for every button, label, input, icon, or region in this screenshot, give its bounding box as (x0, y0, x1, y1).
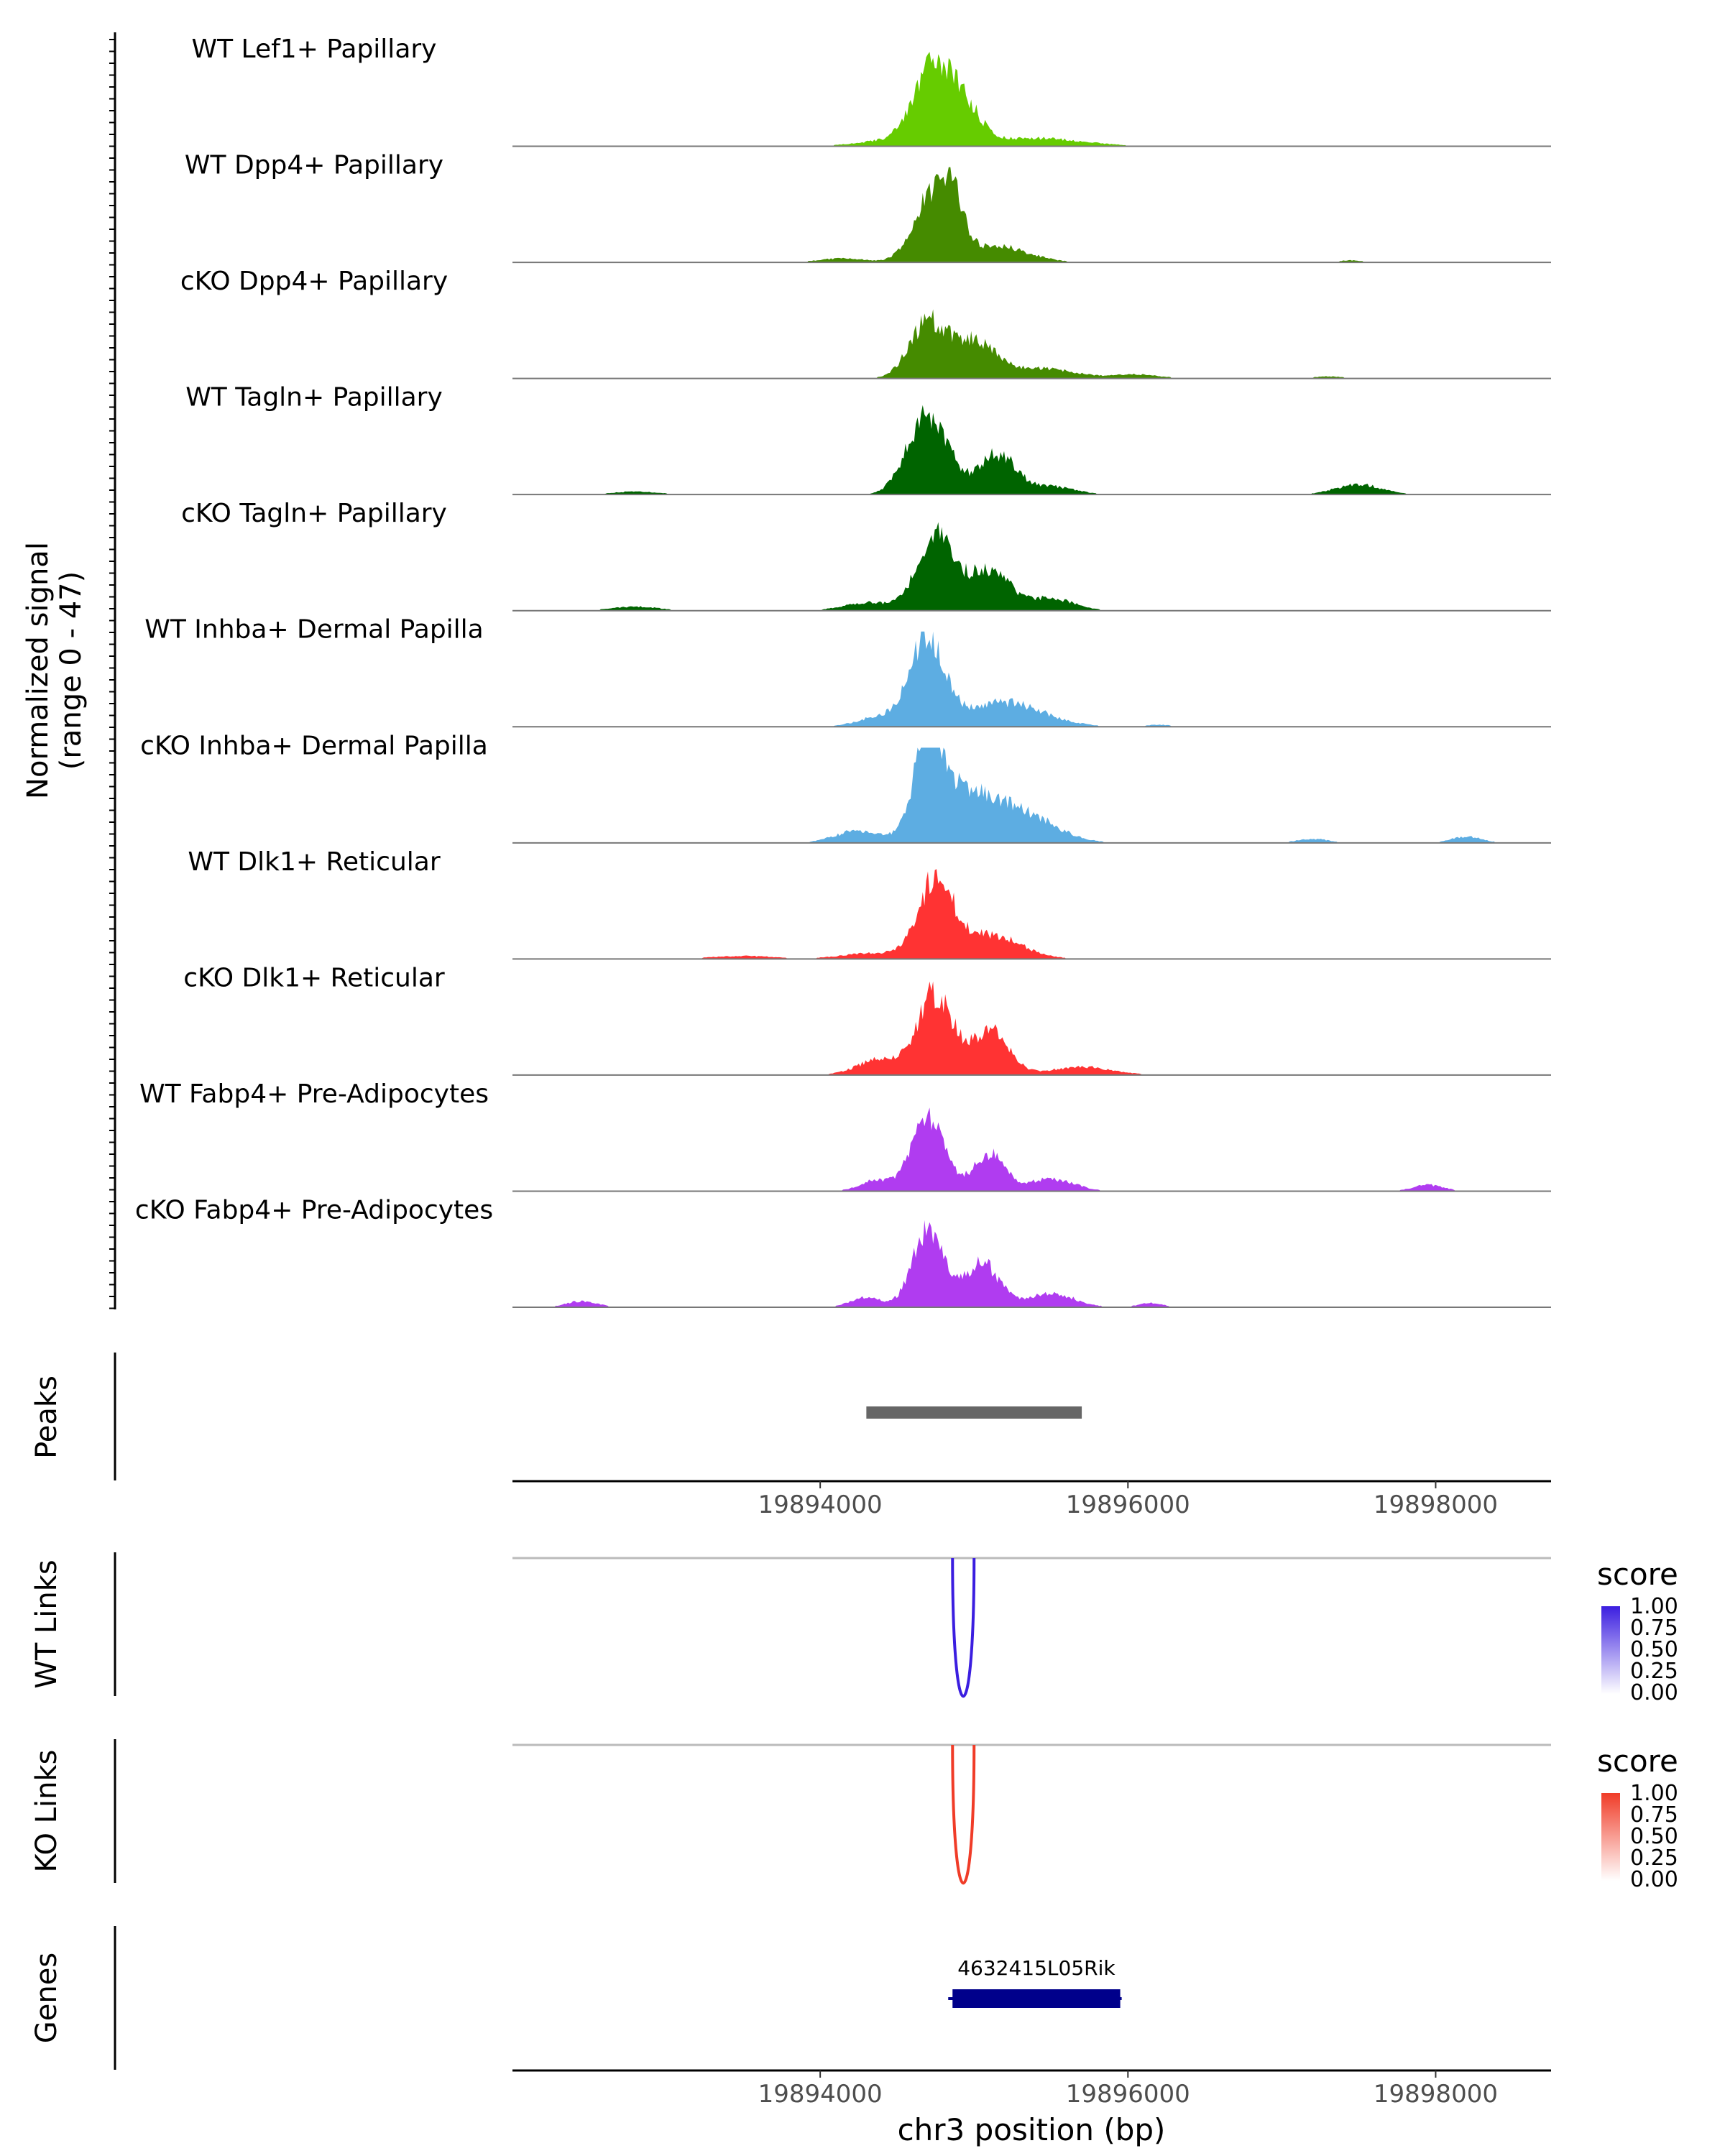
peaks-track (866, 1406, 1082, 1419)
coverage-area (512, 167, 1551, 263)
x-axis-tick-label: 19894000 (758, 2080, 883, 2109)
coverage-area (512, 1220, 1551, 1307)
ko-legend-tick: 1.00 (1630, 1781, 1678, 1806)
wt-legend-tick: 0.00 (1630, 1680, 1678, 1705)
coverage-track-label: WT Lef1+ Papillary (192, 34, 437, 64)
peak-region (866, 1406, 1082, 1419)
coverage-track-label: WT Inhba+ Dermal Papilla (144, 615, 483, 645)
coverage-y-axis (109, 32, 116, 1309)
coverage-track-label: cKO Inhba+ Dermal Papilla (140, 731, 488, 760)
wt-legend-colorbar (1601, 1606, 1620, 1694)
coverage-track-label: WT Dpp4+ Papillary (185, 151, 443, 180)
link-arc (951, 1744, 976, 1885)
wt-links-label: WT Links (30, 1560, 63, 1688)
ko-links-label: KO Links (30, 1750, 63, 1873)
wt-legend-tick: 0.25 (1630, 1659, 1678, 1684)
coverage-tracks: WT Lef1+ Papillary WT Dpp4+ Papillary cKO … (135, 34, 1551, 1308)
link-tracks (512, 1557, 1551, 1885)
coverage-track-label: cKO Fabp4+ Pre-Adipocytes (135, 1195, 493, 1225)
ko-legend-title: score (1597, 1743, 1678, 1779)
ko-legend-tick: 0.50 (1630, 1824, 1678, 1849)
x-axis-tick-label: 19896000 (1066, 1491, 1190, 1519)
coverage-track: cKO Inhba+ Dermal Papilla (140, 731, 1551, 844)
coverage-y-label: Normalized signal (22, 542, 55, 799)
coverage-area (512, 405, 1551, 495)
wt-legend-tick: 0.75 (1630, 1616, 1678, 1641)
coverage-track: WT Lef1+ Papillary (192, 34, 1551, 147)
coverage-area (512, 522, 1551, 611)
coverage-track: cKO Dpp4+ Papillary (180, 267, 1551, 379)
coverage-track-label: WT Dlk1+ Reticular (188, 847, 440, 877)
coverage-track-label: cKO Dlk1+ Reticular (183, 963, 445, 992)
peaks-track-label: Peaks (30, 1376, 63, 1459)
coverage-track: WT Inhba+ Dermal Papilla (144, 615, 1551, 728)
coverage-track-label: cKO Tagln+ Papillary (181, 499, 447, 528)
coverage-y-range-label: (range 0 - 47) (55, 571, 88, 770)
coverage-track-label: cKO Dpp4+ Papillary (180, 267, 448, 296)
gene-name-label: 4632415L05Rik (957, 1956, 1116, 1980)
ko-legend-colorbar (1601, 1793, 1620, 1881)
genes-track: 4632415L05Rik (948, 1956, 1122, 2008)
x-axis-tick-label: 19894000 (758, 1491, 883, 1519)
coverage-area (512, 52, 1551, 147)
coverage-track: cKO Fabp4+ Pre-Adipocytes (135, 1195, 1551, 1308)
x-axis-upper: 19894000 19896000 19898000 (758, 1481, 1498, 1519)
coverage-track: cKO Dlk1+ Reticular (183, 963, 1551, 1076)
coverage-area (512, 631, 1551, 727)
x-axis-tick-label: 19896000 (1066, 2080, 1190, 2109)
coverage-track: WT Fabp4+ Pre-Adipocytes (139, 1079, 1551, 1192)
link-arc (951, 1557, 976, 1698)
coverage-area (512, 869, 1551, 959)
coverage-track: WT Dlk1+ Reticular (188, 847, 1551, 960)
ko-legend-tick: 0.25 (1630, 1846, 1678, 1871)
coverage-track-label: WT Fabp4+ Pre-Adipocytes (139, 1079, 489, 1109)
coverage-area (512, 747, 1551, 843)
wt-legend-title: score (1597, 1557, 1678, 1592)
coverage-track-label: WT Tagln+ Papillary (185, 383, 443, 413)
coverage-area (512, 309, 1551, 379)
coverage-track: WT Dpp4+ Papillary (185, 151, 1551, 264)
x-axis-tick-label: 19898000 (1374, 2080, 1498, 2109)
wt-legend-tick: 0.50 (1630, 1637, 1678, 1662)
x-axis-tick-label: 19898000 (1374, 1491, 1498, 1519)
x-axis-title: chr3 position (bp) (898, 2112, 1166, 2147)
coverage-track: WT Tagln+ Papillary (185, 383, 1551, 496)
ko-legend-tick: 0.75 (1630, 1802, 1678, 1828)
genes-track-label: Genes (30, 1953, 63, 2043)
x-axis-lower: 19894000 19896000 19898000 (758, 2070, 1498, 2109)
wt-links-score-legend: score 1.00 0.75 0.50 0.25 0.00 (1597, 1557, 1678, 1705)
ko-legend-tick: 0.00 (1630, 1867, 1678, 1892)
wt-legend-tick: 1.00 (1630, 1594, 1678, 1619)
coverage-area (512, 981, 1551, 1075)
ko-links-score-legend: score 1.00 0.75 0.50 0.25 0.00 (1597, 1743, 1678, 1892)
coverage-area (512, 1107, 1551, 1192)
coverage-track: cKO Tagln+ Papillary (181, 499, 1551, 612)
